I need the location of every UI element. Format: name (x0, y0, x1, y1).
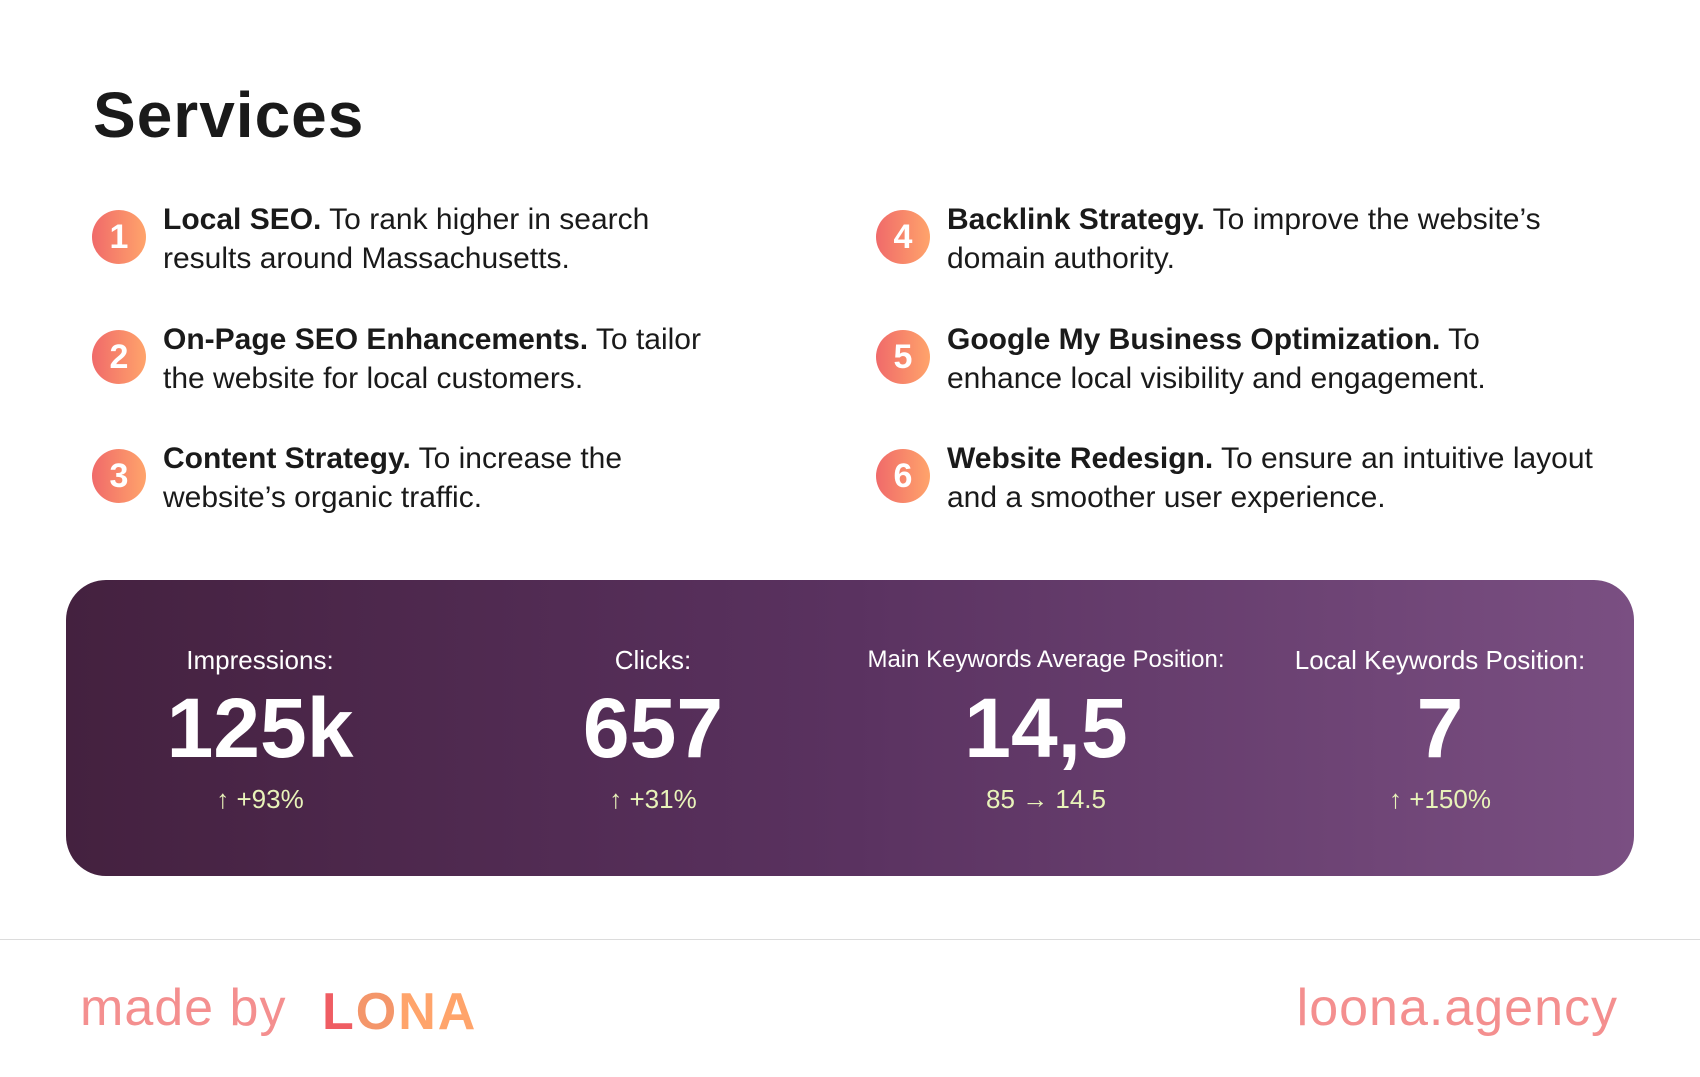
service-description: To enhance local visibility and engageme… (947, 323, 1486, 395)
service-item: 3 Content Strategy. To increase the webs… (92, 439, 732, 517)
website-link[interactable]: loona.agency (1296, 979, 1618, 1037)
service-description: To tailor the website for local customer… (163, 323, 701, 395)
stat-main-keywords: Main Keywords Average Position: 14,5 85 … (846, 642, 1246, 816)
stats-panel: Impressions: 125k ↑ +93% Clicks: 657 ↑ +… (66, 580, 1634, 876)
page-title: Services (93, 79, 365, 151)
service-item: 5 Google My Business Optimization. To en… (876, 320, 1596, 398)
number-badge: 4 (876, 210, 930, 264)
service-item: 6 Website Redesign. To ensure an intuiti… (876, 439, 1596, 517)
service-item: 1 Local SEO. To rank higher in search re… (92, 200, 732, 278)
stat-change: ↑ +31% (609, 784, 697, 814)
stat-change: ↑ +150% (1389, 784, 1491, 814)
service-name: Website Redesign. (947, 442, 1214, 475)
service-item: 2 On-Page SEO Enhancements. To tailor th… (92, 320, 732, 398)
stat-clicks: Clicks: 657 ↑ +31% (463, 642, 843, 816)
service-name: Local SEO. (163, 203, 322, 236)
number-badge: 1 (92, 210, 146, 264)
stat-value: 657 (582, 681, 724, 775)
stat-label: Clicks: (614, 645, 692, 675)
stat-change: ↑ +93% (216, 784, 304, 814)
stat-value: 125k (166, 681, 354, 775)
service-name: Backlink Strategy. (947, 203, 1205, 236)
stat-local-keywords: Local Keywords Position: 7 ↑ +150% (1250, 642, 1630, 816)
stat-label: Impressions: (186, 645, 334, 675)
stat-change: 85 → 14.5 (986, 784, 1106, 814)
stat-value: 7 (1416, 681, 1464, 775)
service-name: On-Page SEO Enhancements. (163, 323, 589, 356)
number-badge: 5 (876, 330, 930, 384)
service-item: 4 Backlink Strategy. To improve the webs… (876, 200, 1596, 278)
service-description: To increase the website’s organic traffi… (163, 442, 623, 514)
service-name: Google My Business Optimization. (947, 323, 1441, 356)
stat-label: Local Keywords Position: (1294, 645, 1586, 675)
number-badge: 3 (92, 449, 146, 503)
stat-impressions: Impressions: 125k ↑ +93% (70, 642, 450, 816)
service-description: To ensure an intuitive layout and a smoo… (947, 442, 1593, 514)
number-badge: 6 (876, 449, 930, 503)
stat-label: Main Keywords Average Position: (867, 646, 1225, 673)
stat-value: 14,5 (964, 681, 1128, 775)
service-description: To rank higher in search results around … (163, 203, 650, 275)
service-description: To improve the website’s domain authorit… (947, 203, 1541, 275)
made-by-text: made by (80, 979, 287, 1037)
service-name: Content Strategy. (163, 442, 411, 475)
footer-divider (0, 939, 1700, 940)
loona-logo: LONA (322, 983, 478, 1041)
number-badge: 2 (92, 330, 146, 384)
